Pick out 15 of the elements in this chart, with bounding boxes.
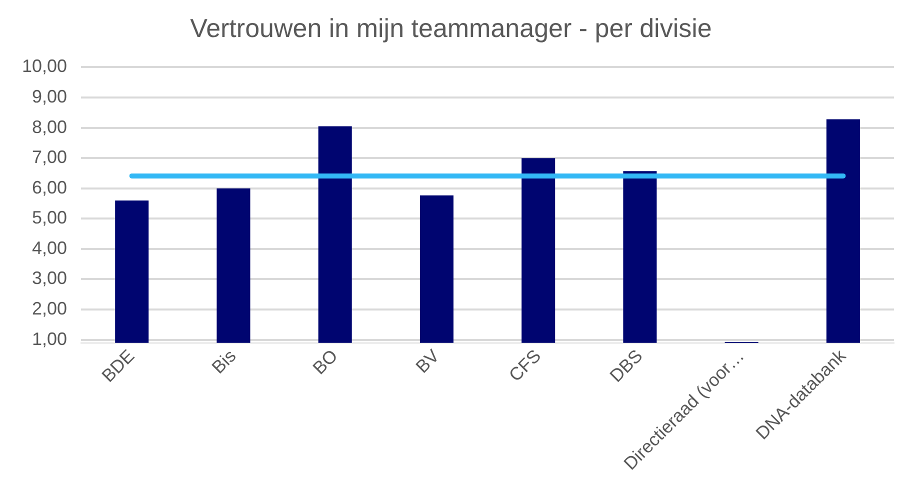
y-tick-label: 1,00	[32, 328, 68, 349]
x-tick-label: BV	[412, 346, 444, 377]
y-tick-label: 10,00	[22, 56, 68, 76]
y-tick-label: 2,00	[32, 298, 68, 318]
y-tick-label: 9,00	[32, 86, 68, 106]
y-tick-label: 7,00	[32, 147, 68, 168]
y-tick-label: 3,00	[32, 268, 68, 288]
chart-title: Vertrouwen in mijn teammanager - per divisie	[190, 12, 712, 43]
x-tick-label: BO	[308, 346, 342, 378]
y-tick-label: 6,00	[32, 177, 68, 198]
x-tick-label: Bis	[208, 346, 240, 378]
y-tick-label: 5,00	[32, 208, 68, 228]
y-tick-label: 8,00	[32, 116, 68, 137]
y-tick-label: 4,00	[32, 238, 68, 258]
x-tick-label: CFS	[505, 346, 545, 386]
